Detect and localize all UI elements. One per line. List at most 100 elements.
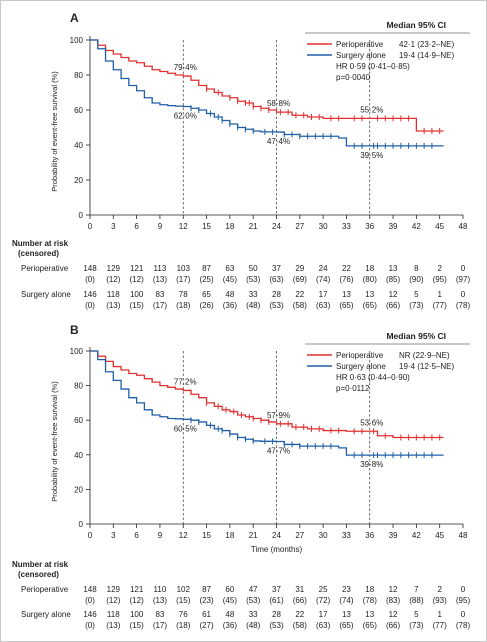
panel-letter: B — [70, 323, 79, 337]
risk-at-risk-value: 148 — [83, 585, 97, 594]
risk-censored-value: (88) — [409, 596, 424, 605]
risk-censored-value: (53) — [246, 275, 261, 284]
legend-title: Median 95% CI — [386, 331, 446, 341]
x-tick-label: 39 — [389, 531, 398, 540]
risk-censored-value: (97) — [456, 275, 471, 284]
risk-at-risk-value: 17 — [319, 290, 328, 299]
risk-at-risk-value: 5 — [414, 290, 419, 299]
risk-censored-value: (12) — [130, 596, 145, 605]
risk-at-risk-value: 0 — [461, 610, 466, 619]
x-tick-label: 33 — [342, 222, 351, 231]
risk-at-risk-value: 1 — [437, 610, 442, 619]
risk-at-risk-value: 110 — [154, 585, 167, 594]
x-tick-label: 6 — [134, 531, 139, 540]
risk-at-risk-value: 0 — [461, 290, 466, 299]
risk-at-risk-value: 50 — [249, 264, 258, 273]
risk-censored-value: (90) — [409, 275, 424, 284]
legend-value: 19·4 (12·5–NE) — [399, 362, 454, 371]
risk-at-risk-value: 28 — [272, 610, 281, 619]
y-axis-label: Probability of event-free survival (%) — [50, 71, 59, 192]
risk-censored-value: (80) — [363, 275, 378, 284]
risk-censored-value: (93) — [433, 596, 448, 605]
risk-table-subtitle: (censored) — [18, 249, 59, 258]
risk-at-risk-value: 100 — [130, 610, 144, 619]
risk-at-risk-value: 2 — [437, 585, 442, 594]
risk-at-risk-value: 76 — [179, 610, 188, 619]
risk-at-risk-value: 63 — [225, 264, 234, 273]
risk-censored-value: (66) — [293, 596, 308, 605]
risk-table-subtitle: (censored) — [18, 570, 59, 579]
risk-at-risk-value: 78 — [179, 290, 188, 299]
risk-at-risk-value: 60 — [225, 585, 234, 594]
risk-at-risk-value: 0 — [461, 585, 466, 594]
x-tick-label: 12 — [179, 531, 188, 540]
x-tick-label: 33 — [342, 531, 351, 540]
risk-row-label: Perioperative — [21, 585, 69, 594]
risk-censored-value: (63) — [316, 621, 331, 630]
risk-censored-value: (17) — [176, 275, 191, 284]
landmark-label: 79·4% — [174, 63, 197, 72]
risk-censored-value: (13) — [106, 621, 121, 630]
risk-at-risk-value: 13 — [365, 610, 374, 619]
risk-at-risk-value: 12 — [389, 290, 398, 299]
risk-at-risk-value: 13 — [342, 610, 351, 619]
risk-censored-value: (27) — [199, 621, 214, 630]
risk-at-risk-value: 5 — [414, 610, 419, 619]
x-tick-label: 18 — [225, 222, 234, 231]
risk-censored-value: (12) — [130, 275, 145, 284]
risk-censored-value: (13) — [106, 301, 121, 310]
panel-letter: A — [70, 11, 79, 25]
legend-label: Perioperative — [336, 40, 384, 49]
x-axis-label: Time (months) — [251, 545, 303, 554]
x-tick-label: 18 — [225, 531, 234, 540]
risk-censored-value: (78) — [456, 621, 471, 630]
risk-at-risk-value: 118 — [107, 610, 120, 619]
risk-row-label: Surgery alone — [21, 290, 71, 299]
risk-censored-value: (58) — [293, 301, 308, 310]
risk-at-risk-value: 113 — [154, 264, 167, 273]
risk-censored-value: (12) — [106, 596, 121, 605]
risk-at-risk-value: 103 — [177, 264, 191, 273]
risk-at-risk-value: 2 — [437, 264, 442, 273]
legend-value: NR (22·9–NE) — [399, 351, 450, 360]
risk-censored-value: (17) — [153, 621, 168, 630]
km-curve-perioperative — [90, 39, 444, 132]
risk-at-risk-value: 83 — [155, 610, 164, 619]
risk-censored-value: (95) — [456, 596, 471, 605]
risk-at-risk-value: 121 — [130, 264, 144, 273]
risk-censored-value: (25) — [199, 275, 214, 284]
risk-at-risk-value: 65 — [202, 290, 211, 299]
y-tick-label: 20 — [74, 485, 83, 494]
risk-censored-value: (48) — [246, 301, 261, 310]
risk-at-risk-value: 146 — [83, 290, 97, 299]
risk-at-risk-value: 13 — [365, 290, 374, 299]
risk-censored-value: (83) — [386, 596, 401, 605]
landmark-label: 57·9% — [267, 411, 290, 420]
risk-at-risk-value: 24 — [319, 264, 328, 273]
risk-censored-value: (45) — [223, 275, 238, 284]
risk-censored-value: (15) — [130, 621, 145, 630]
risk-at-risk-value: 129 — [107, 264, 121, 273]
risk-censored-value: (73) — [409, 621, 424, 630]
risk-at-risk-value: 37 — [272, 264, 281, 273]
risk-censored-value: (53) — [269, 301, 284, 310]
risk-at-risk-value: 13 — [389, 264, 398, 273]
risk-at-risk-value: 83 — [155, 290, 164, 299]
risk-censored-value: (26) — [199, 301, 214, 310]
x-tick-label: 21 — [249, 531, 258, 540]
x-tick-label: 48 — [459, 222, 468, 231]
x-tick-label: 6 — [134, 222, 139, 231]
risk-censored-value: (18) — [176, 621, 191, 630]
risk-censored-value: (53) — [269, 621, 284, 630]
risk-censored-value: (13) — [153, 275, 168, 284]
y-tick-label: 0 — [79, 520, 84, 529]
x-tick-label: 3 — [111, 531, 116, 540]
risk-table-title: Number at risk — [12, 239, 69, 248]
risk-at-risk-value: 33 — [249, 290, 258, 299]
risk-censored-value: (73) — [409, 301, 424, 310]
risk-at-risk-value: 1 — [437, 290, 442, 299]
risk-censored-value: (66) — [386, 621, 401, 630]
